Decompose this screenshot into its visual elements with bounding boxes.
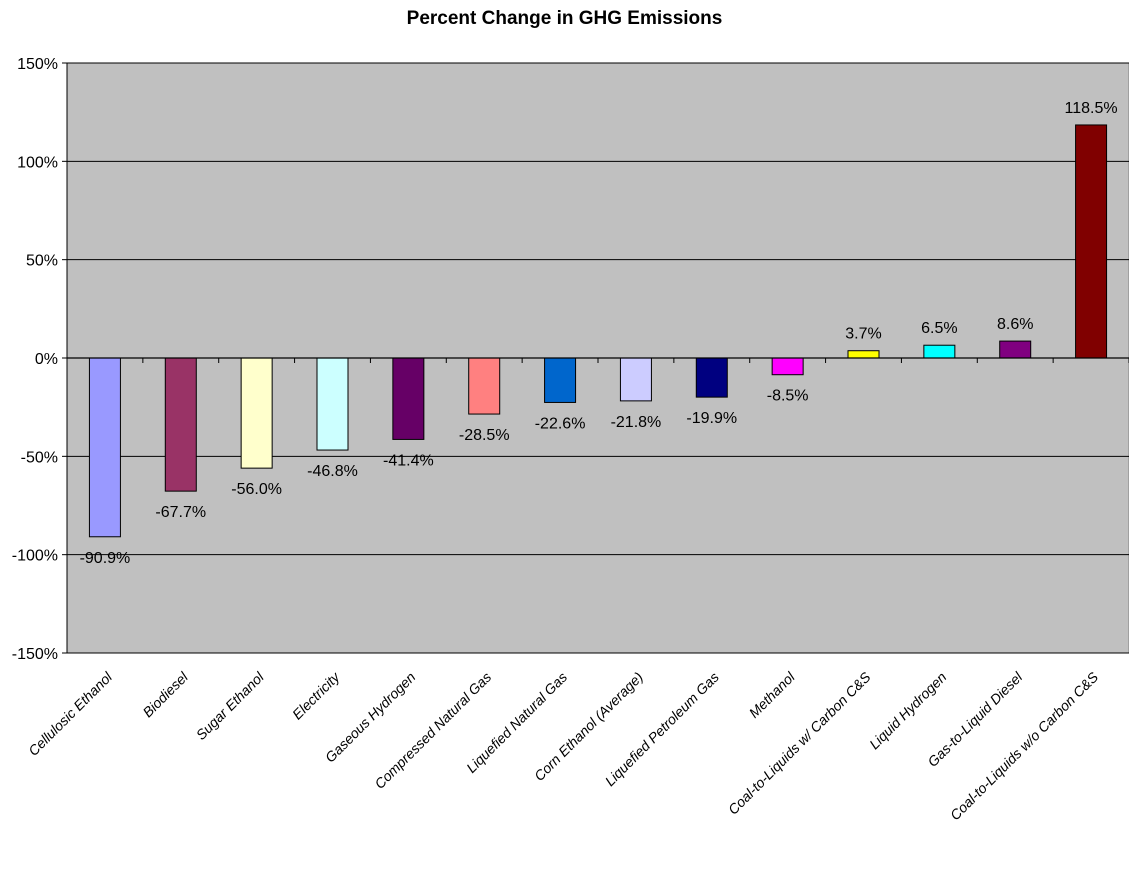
bar xyxy=(88,357,121,538)
bar xyxy=(923,344,956,359)
y-tick-label: -50% xyxy=(21,449,58,466)
data-label: -8.5% xyxy=(767,388,809,405)
bar xyxy=(544,357,577,403)
bar xyxy=(695,357,728,398)
y-axis: 150% 100% 50% 0% -50% -100% -150% xyxy=(12,56,68,663)
data-label: -22.6% xyxy=(535,415,586,432)
bar xyxy=(392,357,425,440)
data-label: -28.5% xyxy=(459,427,510,444)
bar xyxy=(468,357,501,415)
category-labels: Cellulosic Ethanol Biodiesel Sugar Ethanol… xyxy=(25,668,1102,823)
bar xyxy=(1075,124,1108,359)
category-label: Coal-to-Liquids w/ Carbon C&S xyxy=(725,668,874,817)
y-tick-label: -100% xyxy=(12,548,58,565)
category-label: Electricity xyxy=(289,668,343,722)
chart-title: Percent Change in GHG Emissions xyxy=(406,8,723,29)
category-label: Sugar Ethanol xyxy=(193,668,268,743)
data-label: -19.9% xyxy=(686,410,737,427)
x-axis xyxy=(66,357,1129,363)
category-label: Coal-to-Liquids w/o Carbon C&S xyxy=(947,668,1102,823)
category-label: Liquid Hydrogen xyxy=(866,669,950,753)
data-label: 118.5% xyxy=(1065,100,1118,117)
category-label: Methanol xyxy=(746,668,799,721)
bar xyxy=(771,357,804,376)
bar xyxy=(240,357,273,469)
category-label: Cellulosic Ethanol xyxy=(25,668,116,759)
bar xyxy=(619,357,652,402)
bar xyxy=(164,357,197,492)
y-tick-label: 50% xyxy=(26,253,58,270)
y-tick-label: 150% xyxy=(17,56,58,73)
data-label: -56.0% xyxy=(231,481,282,498)
bar xyxy=(999,340,1032,359)
data-label: 6.5% xyxy=(921,320,957,337)
bar xyxy=(316,357,349,451)
data-label: -46.8% xyxy=(307,463,358,480)
y-tick-label: -150% xyxy=(12,646,58,663)
data-label: 3.7% xyxy=(845,326,881,343)
data-label: 8.6% xyxy=(997,316,1033,333)
y-tick-label: 0% xyxy=(35,351,58,368)
bar xyxy=(847,350,880,359)
y-tick-label: 100% xyxy=(17,154,58,171)
data-label: -90.9% xyxy=(80,550,131,567)
data-label: -21.8% xyxy=(611,414,662,431)
data-label: -67.7% xyxy=(155,504,206,521)
data-labels: -90.9% -67.7% -56.0% -46.8% -41.4% -28.5% -22.… xyxy=(80,100,1118,567)
data-label: -41.4% xyxy=(383,452,434,469)
category-label: Biodiesel xyxy=(139,668,191,720)
